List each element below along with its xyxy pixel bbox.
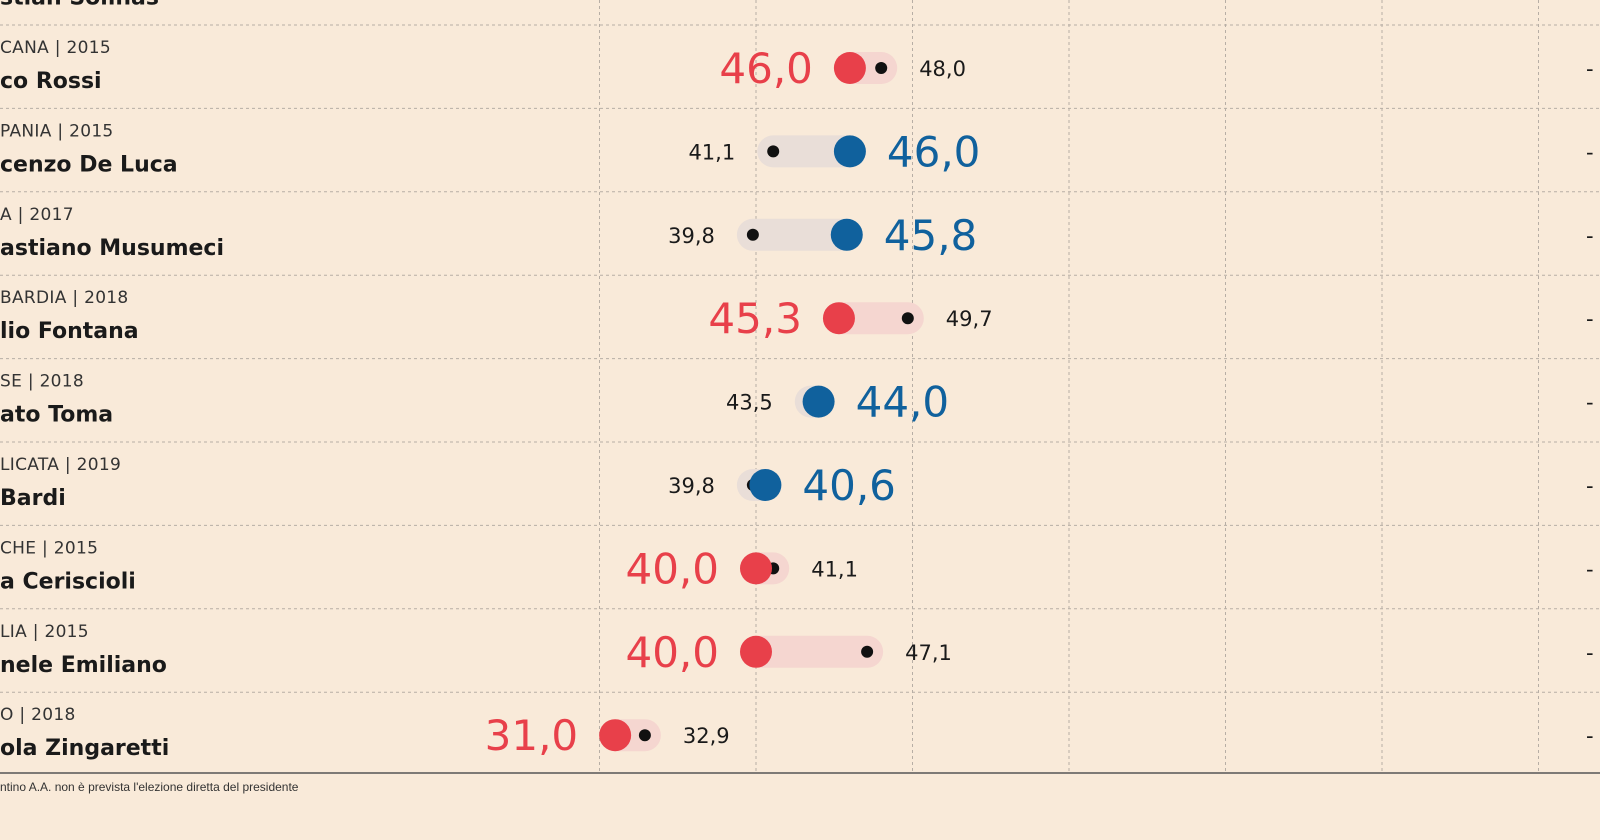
chart-row: PANIA | 2015 cenzo De Luca 46,0 41,1 - [0,121,1594,177]
candidate-name: lio Fontana [0,319,139,344]
main-value-dot [822,302,855,335]
main-value-dot [833,52,866,84]
main-value-label: 31,0 [485,711,579,760]
candidate-name: astiano Musumeci [0,236,224,261]
previous-value-label: 47,1 [905,641,952,665]
edge-mark: - [1586,224,1594,248]
edge-mark: - [1586,391,1594,415]
previous-value-label: 48,0 [919,57,966,81]
main-value-dot [830,218,863,251]
previous-value-dot [767,145,780,158]
chart-row: SE | 2018 ato Toma 44,0 43,5 - [0,372,1594,428]
chart-rows: stian Solinas CANA | 2015 co Rossi 46,0 48,0… [0,0,1594,761]
main-value-label: 45,8 [884,211,978,260]
region-year-label: A | 2017 [0,205,74,225]
chart-row: BARDIA | 2018 lio Fontana 45,3 49,7 - [0,288,1594,344]
chart-row: CANA | 2015 co Rossi 46,0 48,0 - [0,38,1594,94]
previous-value-dot [875,62,888,74]
grid [0,0,1600,773]
previous-value-label: 41,1 [811,557,858,581]
main-value-dot [749,469,782,501]
footnote: ntino A.A. non è prevista l'elezione dir… [0,780,299,794]
edge-mark: - [1586,724,1594,748]
candidate-name: ola Zingaretti [0,736,169,761]
previous-value-label: 43,5 [726,391,773,415]
chart-row: A | 2017 astiano Musumeci 45,8 39,8 - [0,205,1594,261]
previous-value-label: 39,8 [668,224,715,248]
previous-value-label: 41,1 [688,140,735,164]
previous-value-dot [901,312,914,325]
main-value-dot [740,635,772,668]
candidate-name: stian Solinas [0,0,159,11]
main-value-label: 40,0 [625,628,719,677]
candidate-name: ato Toma [0,403,113,428]
region-year-label: CHE | 2015 [0,538,98,558]
chart-row: LIA | 2015 nele Emiliano 40,0 47,1 - [0,622,1594,678]
edge-mark: - [1586,557,1594,581]
chart-row: CHE | 2015 a Ceriscioli 40,0 41,1 - [0,538,1594,594]
candidate-name: co Rossi [0,69,102,94]
main-value-label: 46,0 [719,44,813,93]
previous-value-label: 32,9 [683,724,730,748]
chart-row: O | 2018 ola Zingaretti 31,0 32,9 - [0,705,1594,761]
main-value-label: 45,3 [708,294,802,343]
main-value-dot [833,135,866,168]
edge-mark: - [1586,57,1594,81]
edge-mark: - [1586,641,1594,665]
range-bar [740,635,884,668]
main-value-dot [599,719,632,752]
main-value-label: 46,0 [887,127,981,176]
region-year-label: O | 2018 [0,705,76,725]
edge-mark: - [1586,307,1594,331]
region-year-label: LICATA | 2019 [0,455,121,475]
chart-row: LICATA | 2019 Bardi 40,6 39,8 - [0,455,1594,511]
candidate-name: cenzo De Luca [0,152,178,177]
candidate-name: a Ceriscioli [0,569,136,594]
previous-value-dot [638,729,651,742]
main-value-dot [802,385,835,418]
previous-value-dot [861,645,874,658]
region-year-label: BARDIA | 2018 [0,288,129,308]
region-year-label: PANIA | 2015 [0,121,114,141]
previous-value-label: 39,8 [668,474,715,498]
main-value-label: 40,0 [625,544,719,593]
region-year-label: LIA | 2015 [0,622,89,642]
candidate-name: Bardi [0,486,66,511]
region-year-label: CANA | 2015 [0,38,111,58]
main-value-label: 44,0 [856,378,950,427]
previous-value-label: 49,7 [946,307,993,331]
main-value-label: 40,6 [802,461,896,510]
main-value-dot [740,552,772,585]
range-bar [736,218,863,251]
chart-row: stian Solinas [0,0,159,11]
edge-mark: - [1586,140,1594,164]
region-year-label: SE | 2018 [0,372,84,392]
previous-value-dot [746,228,759,241]
candidate-name: nele Emiliano [0,653,167,678]
edge-mark: - [1586,474,1594,498]
